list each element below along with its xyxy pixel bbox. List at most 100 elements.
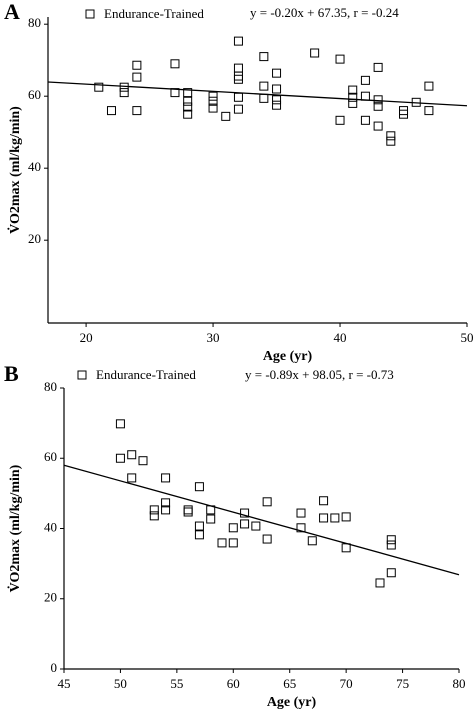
panel-label: A [4,0,20,24]
marker [208,91,218,101]
marker [373,95,383,105]
marker [208,103,218,113]
x-tick-label: 75 [396,676,409,691]
marker [386,540,396,550]
marker [272,68,282,78]
marker [335,115,345,125]
x-tick-label: 30 [207,330,220,345]
marker [259,52,269,62]
y-tick-label: 80 [28,15,41,30]
y-tick-label: 60 [44,449,57,464]
marker [296,508,306,518]
marker [360,91,370,101]
marker [127,450,137,460]
marker [262,497,272,507]
marker [341,512,351,522]
x-axis-title: Age (yr) [267,695,317,710]
marker [307,536,317,546]
marker [341,543,351,553]
marker [399,109,409,119]
marker [161,473,171,483]
marker [119,88,129,98]
marker [149,505,159,515]
x-axis-title: Age (yr) [263,349,313,364]
marker [132,106,142,116]
marker [360,115,370,125]
marker [386,131,396,141]
marker [106,106,116,116]
marker [259,93,269,103]
marker [221,111,231,121]
marker [183,507,193,517]
panel-label: B [4,361,19,386]
y-axis-title: V̇O2max (ml/kg/min) [6,464,23,592]
x-tick-label: 50 [114,676,127,691]
marker [296,523,306,533]
marker [170,59,180,69]
marker [194,521,204,531]
marker [262,534,272,544]
marker [228,523,238,533]
marker [375,578,385,588]
annotation: y = -0.20x + 67.35, r = -0.24 [250,5,399,20]
marker [233,71,243,81]
marker [194,482,204,492]
marker [424,81,434,91]
y-tick-label: 60 [28,87,41,102]
x-tick-label: 20 [80,330,93,345]
marker [251,521,261,531]
marker [330,513,340,523]
x-tick-label: 45 [58,676,71,691]
marker [319,496,329,506]
marker [115,453,125,463]
marker [170,88,180,98]
marker [206,505,216,515]
marker [161,505,171,515]
marker [348,85,358,95]
marker [373,101,383,111]
marker [194,530,204,540]
marker [138,456,148,466]
trend-line [63,464,460,576]
marker [119,82,129,92]
marker [208,96,218,106]
marker [149,511,159,521]
marker [240,508,250,518]
marker [310,48,320,58]
marker [233,63,243,73]
x-tick-label: 65 [283,676,296,691]
marker [373,121,383,131]
marker [373,62,383,72]
marker [132,60,142,70]
marker [132,72,142,82]
marker [272,84,282,94]
x-tick-label: 70 [340,676,353,691]
legend-label: Endurance-Trained [96,367,196,382]
marker [183,96,193,106]
marker [161,498,171,508]
annotation: y = -0.89x + 98.05, r = -0.73 [245,367,394,382]
legend-marker [77,370,87,380]
marker [240,519,250,529]
y-axis-title: V̇O2max (ml/kg/min) [6,106,23,234]
marker [386,535,396,545]
marker [217,538,227,548]
marker [233,36,243,46]
marker [360,75,370,85]
marker [228,538,238,548]
marker [127,473,137,483]
y-tick-label: 40 [28,159,41,174]
marker [386,136,396,146]
y-tick-label: 40 [44,519,57,534]
marker [206,514,216,524]
marker [272,95,282,105]
x-tick-label: 50 [461,330,474,345]
y-tick-label: 20 [28,231,41,246]
marker [386,568,396,578]
y-tick-label: 80 [44,379,57,394]
marker [335,54,345,64]
marker [233,92,243,102]
x-tick-label: 60 [227,676,240,691]
y-tick-label: 0 [51,660,58,675]
